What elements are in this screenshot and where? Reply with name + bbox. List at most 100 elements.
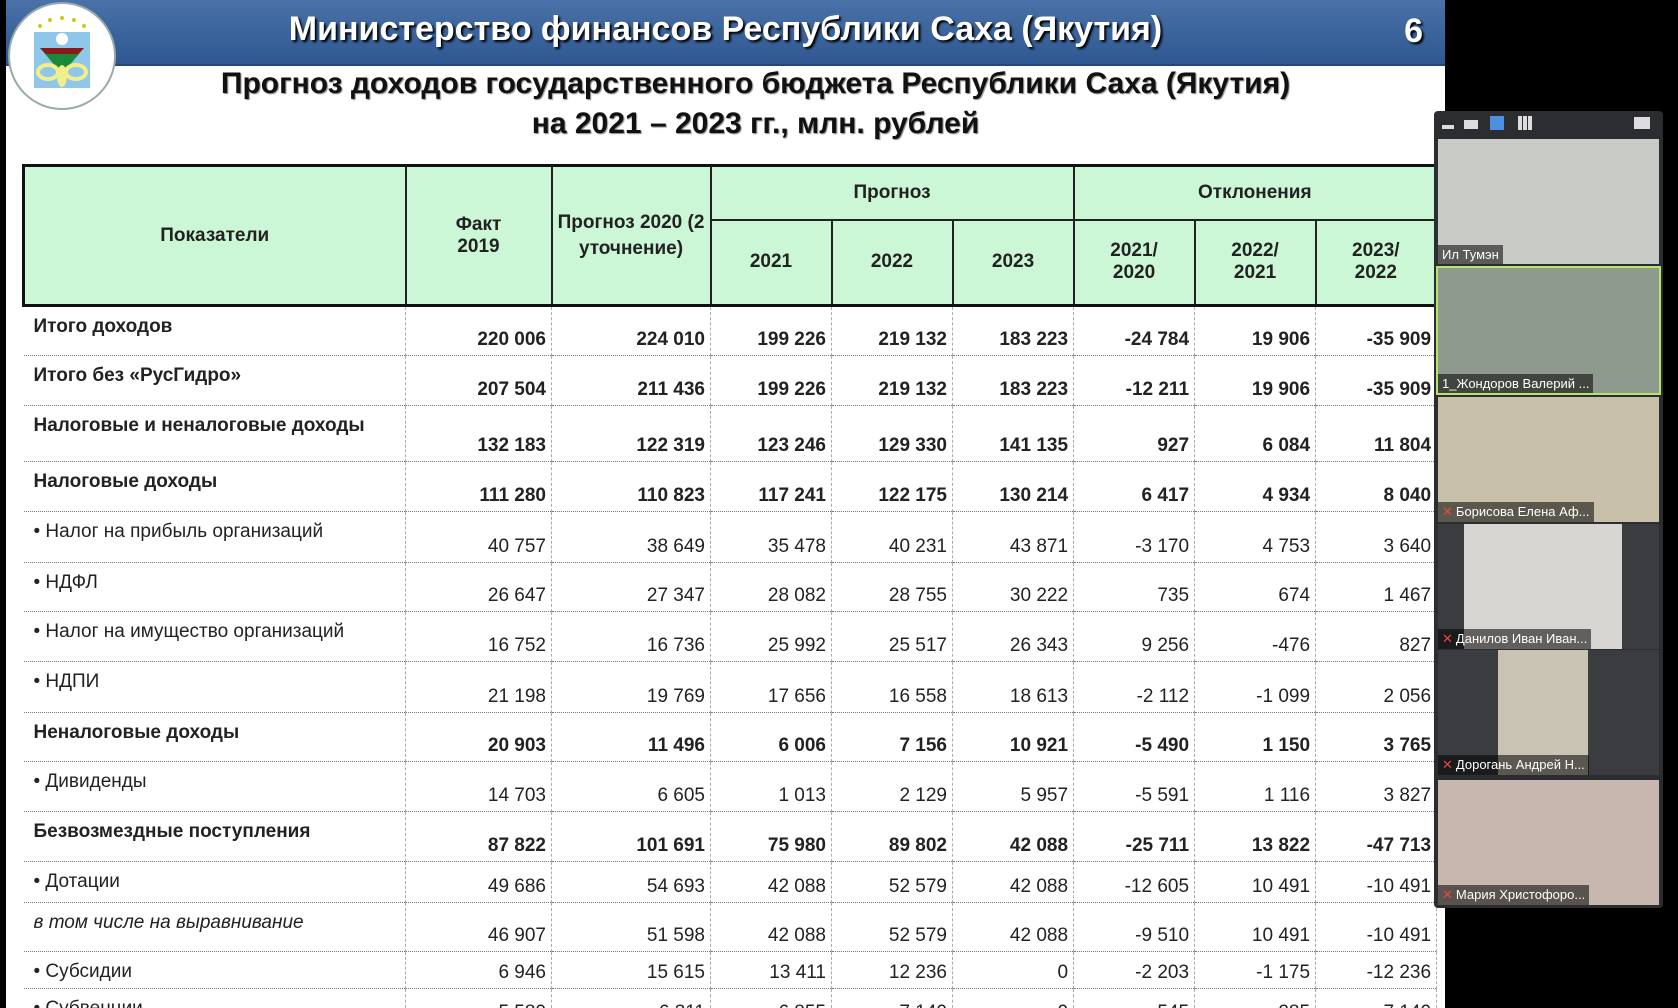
cell-value: 27 347 (551, 562, 711, 612)
speaker-view-icon[interactable] (1490, 116, 1504, 130)
cell-value: 8 040 (1315, 461, 1438, 512)
cell-value: 1 013 (710, 761, 832, 812)
header-2023: 2023 (951, 218, 1075, 307)
cell-value: 545 (1073, 988, 1196, 1008)
table-row: Неналоговые доходы 20 903 11 496 6 006 7 156… (23, 712, 1438, 762)
cell-value: 87 822 (405, 811, 552, 862)
cell-value: 75 980 (710, 811, 832, 862)
cell-value: 219 132 (831, 305, 953, 356)
row-label: Итого без «РусГидро» (23, 355, 406, 406)
cell-value: -10 491 (1315, 902, 1438, 952)
cell-value: 16 736 (551, 611, 711, 662)
video-participants-panel: Ил Тумэн 1_Жондоров Валерий ... ✕ Борисова … (1434, 111, 1663, 908)
table-body: Итого доходов 220 006 224 010 199 226 219 13… (23, 305, 1438, 1008)
cell-value: 25 992 (710, 611, 832, 662)
header-forecast-group: Прогноз (709, 164, 1075, 221)
cell-value: 30 222 (952, 562, 1075, 612)
participant-tile[interactable]: 1_Жондоров Валерий ... (1436, 266, 1661, 395)
cell-value: -1 175 (1194, 951, 1317, 989)
row-label: • Дотации (23, 861, 406, 903)
cell-value: -47 713 (1315, 811, 1438, 862)
participant-video (1438, 268, 1659, 393)
revenue-forecast-table: Показатели Факт 2019 Прогноз 2020 (2 уто… (22, 164, 1438, 1008)
participant-name-label: ✕ Борисова Елена Аф... (1438, 502, 1594, 522)
cell-value: 19 906 (1194, 305, 1317, 356)
cell-value: 1 467 (1315, 562, 1438, 612)
thumbnail-icon[interactable] (1464, 120, 1478, 129)
participant-tile[interactable]: ✕ Дорогань Андрей Н... (1438, 650, 1659, 775)
slide-title-line-1: Прогноз доходов государственного бюджета… (220, 67, 1291, 100)
participant-tile[interactable]: ✕ Мария Христофоро... (1438, 780, 1659, 905)
cell-value: 122 175 (831, 461, 953, 512)
cell-value: 1 116 (1194, 761, 1317, 812)
muted-mic-icon: ✕ (1442, 757, 1453, 772)
cell-value: 10 921 (952, 712, 1075, 762)
table-row: • Налог на прибыль организаций 40 757 38 6… (23, 511, 1438, 563)
cell-value: 13 822 (1194, 811, 1317, 862)
cell-value: -1 099 (1194, 661, 1317, 713)
cell-value: 110 823 (551, 461, 711, 512)
row-label: • Налог на прибыль организаций (23, 511, 406, 563)
participant-name: Борисова Елена Аф... (1455, 504, 1590, 519)
cell-value: -476 (1194, 611, 1317, 662)
cell-value: 1 150 (1194, 712, 1317, 762)
cell-value: 15 615 (551, 951, 711, 989)
cell-value: 7 156 (831, 712, 953, 762)
row-label: • Субсидии (23, 951, 406, 989)
cell-value: 2 056 (1315, 661, 1438, 713)
cell-value: 28 755 (831, 562, 953, 612)
cell-value: 42 088 (952, 861, 1075, 903)
cell-value: -5 490 (1073, 712, 1196, 762)
minimize-icon[interactable] (1442, 125, 1454, 129)
table-row: Итого доходов 220 006 224 010 199 226 219 13… (23, 305, 1438, 356)
participant-name-label: 1_Жондоров Валерий ... (1438, 374, 1594, 393)
cell-value: 123 246 (710, 405, 832, 462)
cell-value: 285 (1194, 988, 1317, 1008)
row-label: • Дивиденды (23, 761, 406, 812)
cell-value: 927 (1073, 405, 1196, 462)
cell-value: -5 591 (1073, 761, 1196, 812)
participant-name: Данилов Иван Иван... (1455, 631, 1588, 646)
cell-value: 3 640 (1315, 511, 1438, 563)
header-forecast-2020: Прогноз 2020 (2 уточнение) (550, 164, 712, 307)
cell-value: 40 757 (405, 511, 552, 563)
header-dev-2023-2022: 2023/ 2022 (1314, 218, 1438, 307)
cell-value: 219 132 (831, 355, 953, 406)
participant-tile[interactable]: ✕ Данилов Иван Иван... (1438, 524, 1659, 649)
ministry-emblem-logo (8, 2, 116, 110)
cell-value: 2 129 (831, 761, 953, 812)
participant-tile[interactable]: ✕ Борисова Елена Аф... (1438, 397, 1659, 522)
cell-value: 12 236 (831, 951, 953, 989)
gallery-view-icon[interactable] (1518, 116, 1532, 130)
cell-value: 117 241 (710, 461, 832, 512)
exit-panel-icon[interactable] (1634, 117, 1650, 129)
participant-name-label: ✕ Дорогань Андрей Н... (1438, 755, 1589, 775)
cell-value: 52 579 (831, 861, 953, 903)
table-row: Безвозмездные поступления 87 822 101 691 75… (23, 811, 1438, 862)
table-row: • НДПИ 21 198 19 769 17 656 16 558 18 613 -2 1… (23, 661, 1438, 713)
row-label: Итого доходов (23, 305, 406, 356)
cell-value: 211 436 (551, 355, 711, 406)
cell-value: 0 (952, 988, 1075, 1008)
participant-tile[interactable]: Ил Тумэн (1438, 139, 1659, 264)
cell-value: 42 088 (710, 861, 832, 903)
cell-value: 7 140 (831, 988, 953, 1008)
cell-value: 20 903 (405, 712, 552, 762)
cell-value: 224 010 (551, 305, 711, 356)
muted-mic-icon: ✕ (1442, 631, 1453, 646)
cell-value: 10 491 (1194, 861, 1317, 903)
cell-value: 3 765 (1315, 712, 1438, 762)
participant-video (1438, 139, 1659, 264)
cell-value: 35 478 (710, 511, 832, 563)
table-row: • Субсидии 6 946 15 615 13 411 12 236 0 -2 203… (23, 951, 1438, 989)
cell-value: 207 504 (405, 355, 552, 406)
participant-video (1464, 524, 1622, 649)
cell-value: 183 223 (952, 305, 1075, 356)
cell-value: 19 769 (551, 661, 711, 713)
cell-value: -12 211 (1073, 355, 1196, 406)
table-row: Налоговые и неналоговые доходы 132 183 122… (23, 405, 1438, 462)
video-panel-toolbar (1434, 111, 1663, 139)
cell-value: -12 236 (1315, 951, 1438, 989)
header-dev-2022-2021: 2022/ 2021 (1193, 218, 1317, 307)
cell-value: 827 (1315, 611, 1438, 662)
